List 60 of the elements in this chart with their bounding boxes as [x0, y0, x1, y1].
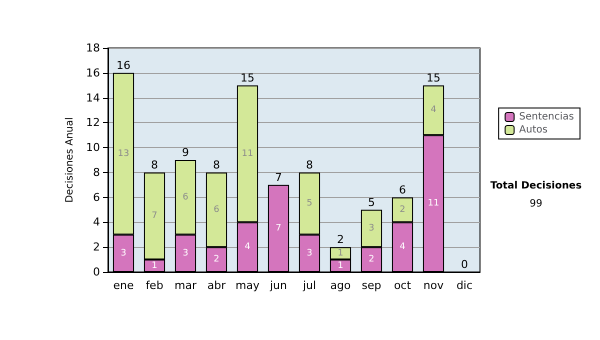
data-label: 3: [306, 248, 312, 258]
y-tick-label: 10: [86, 141, 100, 154]
x-tick-label: ago: [330, 279, 351, 292]
data-label: 3: [368, 223, 374, 234]
y-tick-label: 18: [86, 42, 100, 54]
total-label: 8: [151, 158, 158, 172]
x-tick-label: abr: [207, 279, 226, 292]
x-tick-label: jul: [302, 279, 316, 292]
data-label: 1: [152, 260, 158, 271]
x-tick-label: mar: [174, 279, 197, 292]
data-label: 1: [338, 260, 344, 271]
data-label: 13: [118, 148, 130, 159]
data-label: 11: [428, 198, 440, 209]
total-label: 6: [399, 183, 406, 196]
x-tick-label: jun: [269, 279, 288, 292]
data-label: 3: [120, 248, 126, 258]
legend-label: Sentencias: [519, 112, 574, 122]
data-label: 6: [214, 204, 220, 215]
data-label: 2: [214, 254, 220, 265]
x-tick-label: dic: [456, 279, 473, 292]
y-tick-label: 8: [93, 166, 100, 179]
text: Total Decisiones: [490, 180, 582, 192]
y-tick-label: 14: [86, 91, 100, 104]
total-label: 9: [182, 146, 189, 159]
data-label: 4: [244, 242, 251, 252]
text: 99: [530, 198, 542, 210]
x-tick-label: may: [236, 279, 260, 292]
y-tick-label: 12: [86, 116, 100, 130]
total-label: 16: [116, 58, 130, 72]
data-label: 5: [306, 198, 312, 209]
x-tick-label: ene: [113, 279, 134, 292]
y-tick-label: 16: [86, 66, 100, 80]
total-label: 15: [426, 71, 440, 84]
total-label: 7: [275, 170, 282, 184]
data-label: 4: [400, 242, 406, 252]
data-label: 7: [276, 223, 282, 234]
data-label: 7: [152, 211, 158, 221]
data-label: 3: [182, 248, 188, 258]
total-label: 0: [461, 258, 468, 271]
data-label: 11: [242, 148, 254, 159]
legend-label: Autos: [519, 124, 548, 136]
y-tick-label: 6: [93, 190, 100, 204]
data-label: 2: [400, 204, 406, 215]
data-label: 4: [430, 105, 437, 116]
data-label: 2: [368, 254, 374, 265]
x-tick-label: nov: [423, 279, 444, 292]
y-tick-label: 4: [93, 216, 100, 229]
total-label: 2: [337, 233, 344, 246]
y-tick-label: 2: [93, 240, 100, 254]
y-axis-title: Decisiones Anual: [64, 117, 76, 203]
total-label: 15: [240, 71, 254, 84]
total-label: 8: [213, 158, 220, 172]
x-tick-label: sep: [362, 279, 382, 292]
data-label: 1: [338, 248, 344, 258]
data-label: 6: [182, 192, 189, 202]
total-label: 5: [368, 196, 375, 209]
x-tick-label: oct: [394, 279, 412, 292]
x-tick-label: feb: [146, 279, 164, 292]
y-tick-label: 0: [93, 266, 100, 278]
total-label: 8: [306, 158, 313, 172]
